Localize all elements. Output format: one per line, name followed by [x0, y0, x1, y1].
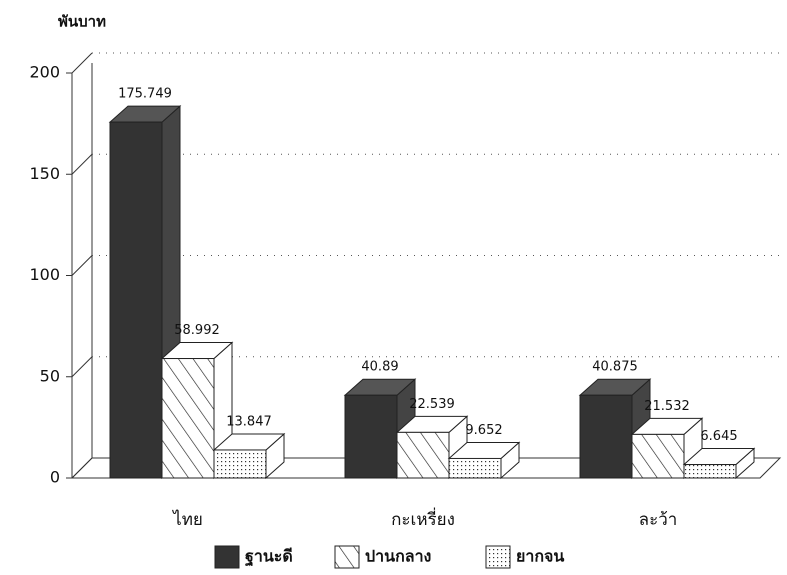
value-label: 40.89 — [361, 360, 398, 375]
value-label: 175.749 — [118, 87, 172, 102]
value-label: 22.539 — [409, 397, 455, 412]
legend-label: ฐานะดี — [245, 547, 293, 567]
bar — [161, 358, 215, 479]
value-label: 6.645 — [700, 429, 737, 444]
diag-tick — [71, 356, 93, 378]
bar — [631, 433, 685, 479]
bar — [396, 431, 450, 479]
diag-tick — [71, 255, 93, 276]
bar — [579, 394, 633, 479]
x-tick-label: ไทย — [171, 509, 203, 530]
value-label: 9.652 — [465, 423, 502, 438]
bar — [683, 464, 737, 479]
bar — [344, 394, 398, 479]
value-label: 40.875 — [592, 360, 638, 375]
y-tick-label: 100 — [29, 265, 60, 284]
diag-tick — [71, 153, 93, 175]
legend-swatch — [485, 545, 511, 569]
bar — [448, 457, 502, 479]
diag-tick — [71, 52, 93, 74]
x-tick-label: กะเหรี่ยง — [391, 507, 455, 530]
value-label: 58.992 — [174, 323, 220, 338]
bar — [213, 449, 267, 479]
value-label: 21.532 — [644, 399, 690, 414]
diag-tick — [71, 457, 93, 479]
x-tick-label: ละว้า — [639, 510, 678, 530]
legend-label: ยากจน — [516, 547, 564, 566]
y-axis-label: พันบาท — [58, 13, 106, 31]
y-tick-label: 0 — [50, 468, 60, 487]
value-label: 13.847 — [226, 414, 272, 429]
legend-swatch — [214, 545, 240, 569]
legend-label: ปานกลาง — [365, 547, 431, 566]
bar — [109, 121, 163, 479]
y-tick-label: 150 — [29, 164, 60, 183]
legend-swatch — [334, 545, 360, 569]
y-tick-label: 50 — [40, 366, 60, 385]
y-tick-label: 200 — [29, 63, 60, 82]
